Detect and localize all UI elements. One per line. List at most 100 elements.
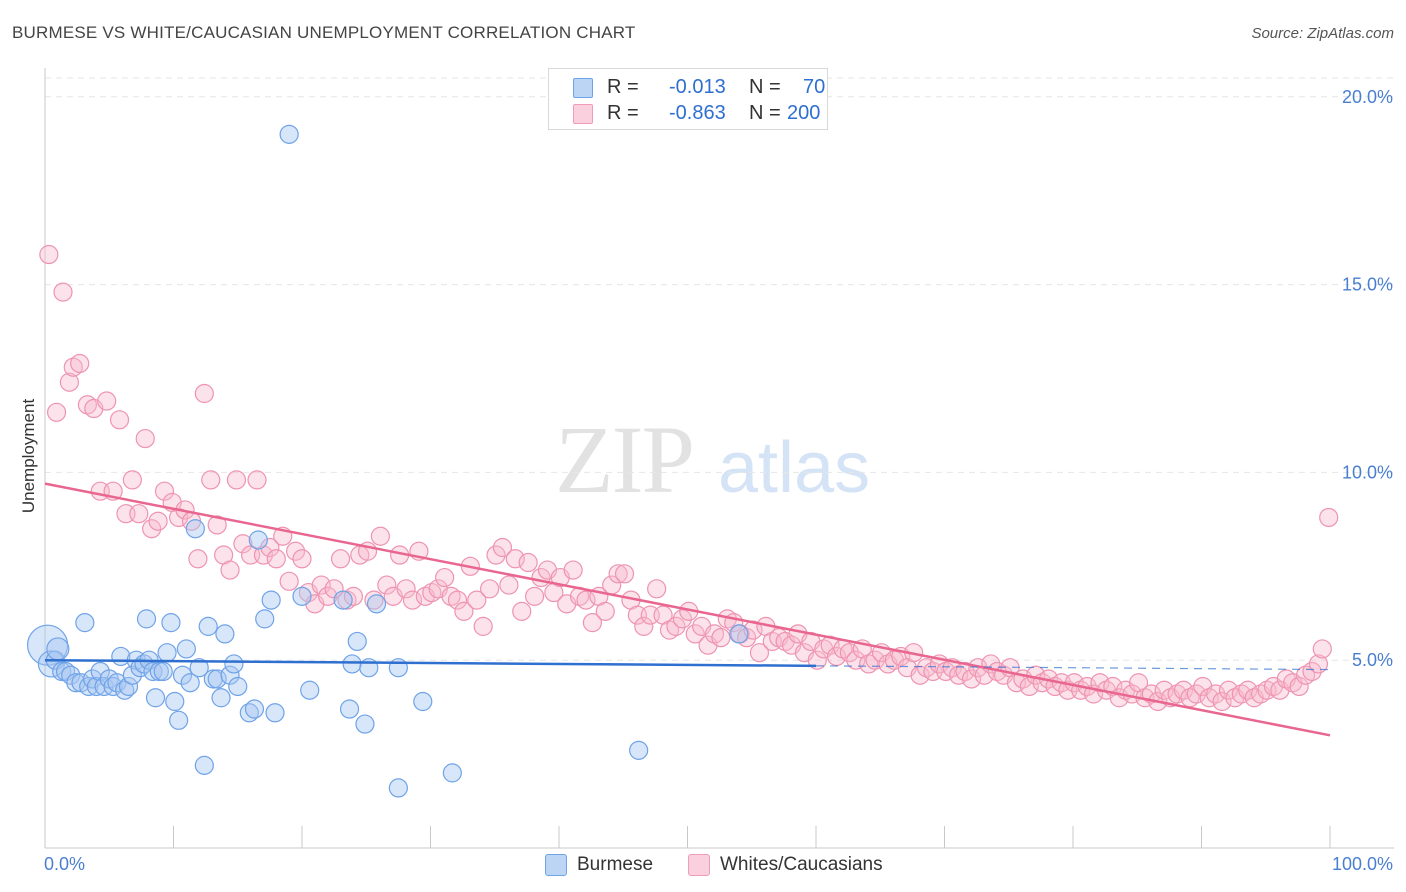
white-point: [1090, 673, 1110, 693]
burmese-point: [185, 519, 205, 539]
white-point: [370, 526, 390, 546]
x-tick-label: 0.0%: [44, 854, 85, 874]
white-point: [318, 586, 338, 606]
burmese-point: [75, 613, 95, 633]
white-point: [154, 481, 175, 501]
burmese-point: [211, 688, 231, 708]
white-point: [614, 564, 635, 584]
white-point: [685, 624, 705, 644]
white-point: [512, 601, 532, 621]
white-swatch: [573, 104, 593, 124]
white-point: [247, 470, 267, 490]
white-point: [647, 579, 667, 599]
burmese-point: [413, 691, 433, 712]
burmese-point: [165, 691, 185, 712]
white-point: [608, 564, 628, 584]
white-point: [1218, 680, 1239, 700]
white-point: [1154, 680, 1174, 700]
legend-label-burmese: Burmese: [577, 854, 654, 875]
burmese-trend-line: [44, 658, 817, 668]
burmese-point: [172, 665, 193, 685]
burmese-point: [215, 624, 235, 644]
watermark-atlas: atlas: [718, 428, 870, 508]
burmese-point: [239, 703, 259, 723]
burmese-point: [244, 699, 265, 719]
white-point: [480, 579, 500, 599]
white-point: [226, 470, 247, 490]
white-point: [169, 507, 189, 528]
correlation-legend: R = -0.013 N = 70 R = -0.863 N = 200: [548, 68, 828, 130]
series-burmese-points: [26, 124, 749, 798]
white-point: [285, 541, 306, 561]
burmese-point: [207, 669, 227, 689]
legend-label-white: Whites/Caucasians: [720, 854, 883, 875]
white-point: [1212, 691, 1232, 712]
r-value: -0.013: [669, 76, 726, 98]
white-point: [467, 590, 487, 610]
y-tick-label: 5.0%: [1352, 650, 1393, 670]
n-label: N =: [749, 102, 781, 124]
white-point: [53, 282, 73, 302]
y-tick-label: 15.0%: [1342, 275, 1393, 295]
white-point: [1312, 639, 1332, 659]
burmese-point: [355, 714, 375, 734]
white-point: [402, 590, 423, 610]
white-point: [634, 616, 654, 636]
grid: [45, 77, 1394, 661]
white-point: [839, 643, 860, 663]
white-point: [135, 428, 155, 449]
y-axis-label: Unemployment: [19, 399, 38, 514]
burmese-point: [224, 654, 244, 674]
burmese-point: [388, 778, 408, 798]
burmese-point: [37, 650, 66, 678]
burmese-point: [292, 586, 312, 606]
white-point: [279, 571, 299, 591]
burmese-point: [629, 740, 649, 760]
white-point: [343, 586, 363, 606]
white-point: [201, 470, 221, 490]
source-label: Source: ZipAtlas.com: [1251, 25, 1394, 42]
white-point: [595, 601, 615, 621]
white-point: [97, 391, 117, 411]
r-value: -0.863: [669, 102, 726, 124]
white-point: [233, 534, 253, 554]
burmese-point: [122, 665, 142, 685]
white-point: [194, 383, 214, 404]
white-point: [330, 549, 351, 569]
n-label: N =: [749, 76, 781, 98]
white-point: [220, 560, 240, 580]
white-point: [266, 549, 286, 569]
burmese-point: [347, 631, 367, 652]
white-point: [311, 575, 331, 595]
burmese-point: [153, 661, 173, 682]
burmese-point: [157, 643, 177, 663]
white-point: [1173, 680, 1194, 700]
white-point: [518, 552, 538, 573]
watermark-zip: ZIP: [555, 406, 693, 513]
burmese-point: [189, 658, 209, 678]
burmese-point: [103, 676, 123, 697]
x-tick-labels: 0.0% 100.0%: [44, 854, 1393, 874]
white-point: [39, 244, 59, 265]
white-point: [865, 650, 885, 670]
white-point: [46, 402, 67, 422]
burmese-point: [228, 676, 248, 697]
white-point: [188, 549, 208, 569]
y-tick-label: 10.0%: [1342, 462, 1393, 482]
trend-lines: [44, 482, 1331, 737]
burmese-point: [143, 661, 163, 682]
burmese-point: [145, 688, 166, 708]
white-point: [1302, 661, 1322, 682]
white-point: [711, 628, 731, 648]
burmese-point: [198, 616, 218, 636]
burmese-swatch: [573, 78, 593, 98]
white-point: [1238, 680, 1258, 700]
white-point: [377, 575, 397, 595]
white-point: [1308, 654, 1329, 674]
white-point: [109, 410, 130, 430]
white-point: [563, 560, 583, 580]
white-point: [70, 353, 90, 374]
white-point: [148, 511, 168, 531]
white-point: [499, 575, 519, 595]
burmese-point: [115, 680, 135, 700]
